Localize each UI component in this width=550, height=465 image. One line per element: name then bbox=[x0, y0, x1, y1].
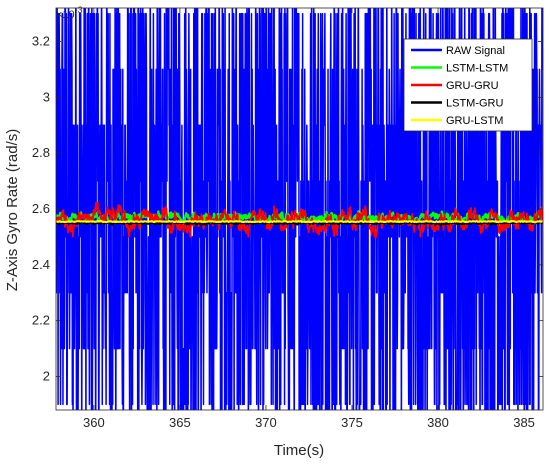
legend-label: GRU-LSTM bbox=[446, 115, 503, 127]
y-tick-label: 2.8 bbox=[32, 145, 50, 160]
y-exponent-label: ×10-3 bbox=[56, 5, 83, 21]
y-tick-label: 2 bbox=[43, 369, 50, 384]
y-exponent-base: ×10 bbox=[56, 9, 75, 21]
series-line-lstm-gru bbox=[56, 220, 543, 226]
legend-label: GRU-GRU bbox=[446, 80, 499, 92]
x-tick-label: 370 bbox=[255, 415, 277, 430]
legend-label: LSTM-LSTM bbox=[446, 63, 508, 75]
legend-label: LSTM-GRU bbox=[446, 98, 504, 110]
y-tick-label: 3 bbox=[43, 89, 50, 104]
y-tick-label: 2.4 bbox=[32, 257, 50, 272]
y-axis-title: Z-Axis Gyro Rate (rad/s) bbox=[4, 129, 21, 292]
x-tick-label: 380 bbox=[427, 415, 449, 430]
ticks-layer: 360 365 370 375 380 385 2 2.2 2.4 2.6 2.8 3 3.2 bbox=[32, 8, 543, 430]
x-axis-title: Time(s) bbox=[274, 442, 324, 459]
legend-label: RAW Signal bbox=[446, 45, 505, 57]
y-tick-label: 2.6 bbox=[32, 201, 50, 216]
y-exponent-power: -3 bbox=[75, 5, 83, 15]
x-tick-label: 360 bbox=[83, 415, 105, 430]
y-tick-label: 3.2 bbox=[32, 34, 50, 49]
x-tick-label: 385 bbox=[513, 415, 535, 430]
legend: RAW Signal LSTM-LSTM GRU-GRU LSTM-GRU GRU-LS… bbox=[403, 38, 533, 132]
x-tick-label: 365 bbox=[169, 415, 191, 430]
x-tick-label: 375 bbox=[341, 415, 363, 430]
series-line-gru-lstm bbox=[56, 219, 543, 224]
y-tick-label: 2.2 bbox=[32, 313, 50, 328]
